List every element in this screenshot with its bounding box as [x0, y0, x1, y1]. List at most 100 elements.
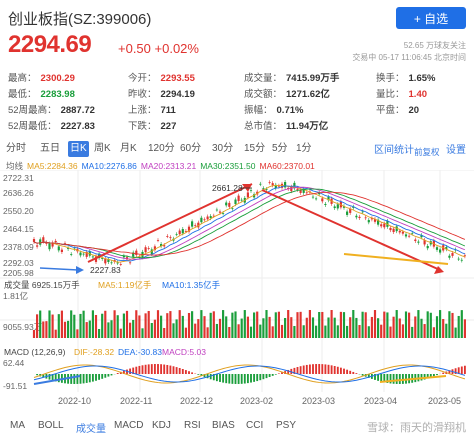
volume-bar [32, 330, 36, 338]
ma-legend-item: 均线 [6, 161, 24, 171]
period-tab[interactable]: 日K [68, 141, 89, 157]
period-tab[interactable]: 分时 [6, 143, 26, 154]
macd-bar [197, 374, 200, 375]
macd-bar [147, 364, 150, 374]
date-tick: 2023-04 [364, 396, 398, 406]
stat-cell: 52周最高： 2887.72 [8, 102, 95, 116]
candle-body [63, 243, 67, 245]
macd-bar [374, 374, 376, 380]
volume-bar [271, 326, 274, 338]
candle-body [135, 250, 138, 256]
volume-bar [448, 311, 451, 338]
stat-value: 11.94万亿 [286, 121, 329, 132]
volume-y-mid: 9055.93万 [3, 322, 42, 332]
candle-body [460, 259, 463, 261]
volume-bar [191, 311, 194, 338]
period-tab[interactable]: 1分 [296, 143, 312, 154]
candle-body [392, 228, 395, 233]
y-label: 2722.31 [3, 173, 34, 183]
adjust-dropdown[interactable]: 前复权 [414, 147, 440, 157]
indicator-tab[interactable]: CCI [246, 420, 264, 431]
candle-body [32, 239, 36, 242]
volume-bar [82, 310, 85, 338]
stat-cell: 上涨： 711 [128, 102, 176, 116]
macd-bar [175, 367, 178, 374]
candle-body [237, 195, 240, 202]
candle-body [404, 234, 408, 237]
period-tab[interactable]: 60分 [180, 143, 202, 154]
period-tab[interactable]: 周K [94, 143, 111, 154]
candle-body [463, 255, 466, 257]
macd-bar [150, 364, 153, 374]
low-label: 2227.83 [90, 265, 121, 275]
stat-value: 1.40 [408, 89, 428, 100]
candle-body [191, 221, 194, 227]
period-tab[interactable]: 120分 [148, 143, 175, 154]
candle-body [129, 262, 132, 264]
ma-legend-item: MA30:2351.50 [200, 161, 256, 171]
volume-bar [460, 310, 463, 338]
volume-y-top: 1.81亿 [3, 291, 28, 301]
macd-bar [209, 374, 212, 380]
candle-body [401, 231, 404, 234]
candle-body [160, 244, 163, 247]
indicator-tab[interactable]: PSY [276, 420, 297, 431]
indicator-tab[interactable]: BOLL [38, 420, 64, 431]
macd-bar [101, 374, 104, 379]
macd-bar [225, 374, 228, 384]
stat-label: 总市值： [244, 121, 283, 132]
interval-stats-link[interactable]: 区间统计 [374, 145, 414, 156]
candle-body [411, 233, 414, 235]
indicator-tab[interactable]: MACD [114, 420, 144, 431]
stat-value: 1271.62亿 [286, 89, 330, 100]
volume-bar [60, 310, 63, 338]
period-tab[interactable]: 月K [120, 143, 137, 154]
candle-body [336, 204, 339, 209]
candle-body [284, 181, 287, 188]
volume-bar [293, 325, 296, 338]
candle-body [197, 222, 200, 228]
macd-bar [212, 374, 215, 381]
uptrend-annotation [87, 183, 253, 263]
period-tab[interactable]: 15分 [244, 143, 266, 154]
volume-bar [253, 312, 256, 338]
candle-body [265, 189, 268, 190]
volume-bar [141, 328, 144, 338]
candle-body [215, 209, 218, 211]
indicator-tab[interactable]: MA [10, 420, 25, 431]
candle-body [153, 246, 156, 251]
candle-body [358, 216, 361, 219]
macd-bar [429, 374, 432, 378]
add-to-watchlist-button[interactable]: + 自选 [396, 7, 466, 29]
macd-legend: MACD (12,26,9) [4, 347, 66, 357]
date-tick: 2023-05 [428, 396, 462, 406]
candle-body [426, 245, 429, 249]
period-tab[interactable]: 30分 [212, 143, 234, 154]
volume-bar [358, 325, 361, 338]
indicator-tab[interactable]: BIAS [212, 420, 235, 431]
volume-bar [144, 313, 147, 338]
stat-cell: 今开： 2293.55 [128, 70, 195, 84]
stat-value: 2887.72 [60, 105, 95, 116]
indicator-tab[interactable]: 成交量 [76, 424, 106, 435]
settings-link[interactable]: 设置 [446, 145, 466, 156]
candle-body [420, 235, 423, 238]
candle-body [324, 203, 327, 206]
candle-body [364, 217, 367, 219]
kline-chart[interactable]: 2722.31 2636.26 2550.20 2464.15 2378.09 … [0, 169, 474, 392]
volume-bar [39, 310, 42, 338]
volume-bar [321, 311, 324, 338]
indicator-tab[interactable]: KDJ [152, 420, 171, 431]
period-tab[interactable]: 五日 [40, 143, 60, 154]
stat-cell: 成交量： 7415.99万手 [244, 70, 339, 84]
period-tab[interactable]: 5分 [272, 143, 288, 154]
volume-bar [166, 313, 169, 338]
volume-bar [429, 312, 432, 338]
indicator-tab[interactable]: RSI [184, 420, 201, 431]
indicator-tabs: MA BOLL 成交量 MACD KDJ RSI BIAS CCI PSY [0, 418, 474, 438]
candle-body [361, 211, 364, 213]
volume-bar [463, 319, 466, 338]
volume-bar [48, 310, 51, 338]
y-label: 2378.09 [3, 242, 34, 252]
volume-bar [110, 320, 113, 338]
